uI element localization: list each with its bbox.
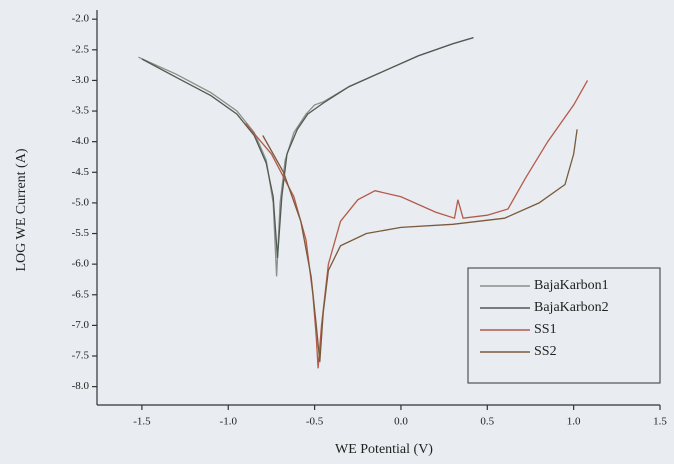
x-tick-label: 1.0	[567, 416, 581, 428]
y-tick-label: -7.0	[72, 319, 90, 331]
y-tick-label: -4.0	[72, 135, 90, 147]
x-tick-label: -1.5	[133, 416, 151, 428]
legend-label: SS2	[534, 344, 557, 359]
y-tick-label: -6.5	[72, 288, 90, 300]
x-tick-label: 0.0	[394, 416, 408, 428]
y-tick-label: -6.0	[72, 258, 90, 270]
y-tick-label: -3.5	[72, 105, 90, 117]
y-axis-title: LOG WE Current (A)	[14, 148, 29, 271]
y-tick-label: -4.5	[72, 166, 90, 178]
y-tick-label: -3.0	[72, 74, 90, 86]
y-tick-label: -2.5	[72, 43, 90, 55]
y-tick-label: -5.0	[72, 196, 90, 208]
y-tick-label: -7.5	[72, 350, 90, 362]
y-tick-label: -8.0	[72, 380, 90, 392]
series-line	[262, 129, 578, 363]
legend-label: SS1	[534, 322, 557, 337]
y-tick-label: -5.5	[72, 227, 90, 239]
legend-box	[467, 267, 661, 384]
x-tick-label: 1.5	[653, 416, 667, 428]
legend-label: BajaKarbon1	[534, 278, 609, 293]
legend-label: BajaKarbon2	[534, 300, 609, 315]
series-line	[141, 36, 474, 259]
x-tick-label: 0.5	[480, 416, 494, 428]
x-axis-title: WE Potential (V)	[335, 442, 433, 457]
x-tick-label: -1.0	[220, 416, 238, 428]
y-tick-label: -2.0	[72, 13, 90, 25]
x-tick-label: -0.5	[306, 416, 324, 428]
